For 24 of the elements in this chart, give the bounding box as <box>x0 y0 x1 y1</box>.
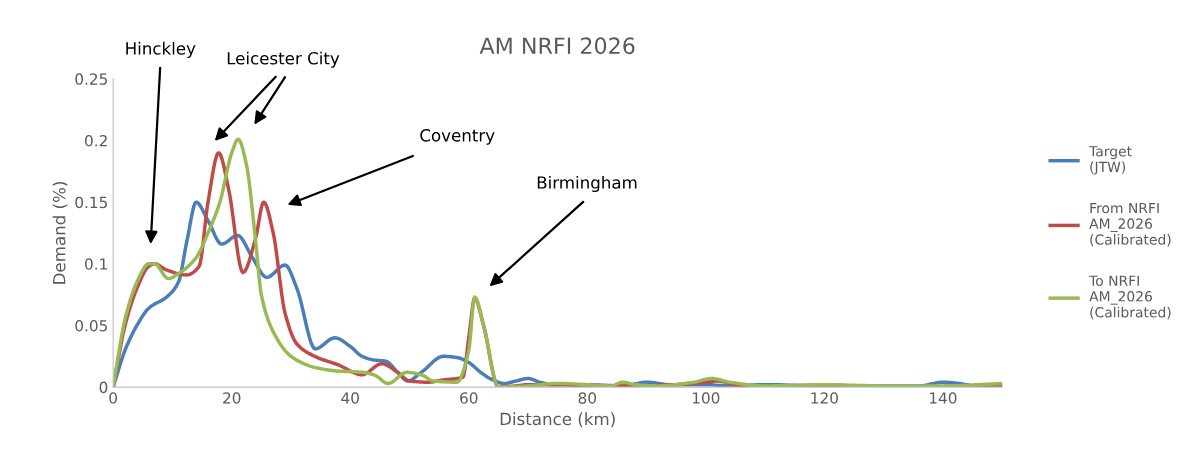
legend-label: Target (JTW) <box>1089 146 1132 175</box>
x-tick-label: 80 <box>578 392 596 404</box>
y-tick-label: 0.1 <box>85 258 107 270</box>
y-axis-title: Demand (%) <box>52 182 68 284</box>
chart-title: AM NRFI 2026 <box>479 37 635 55</box>
annotation: Coventry <box>420 129 495 145</box>
x-tick-label: 0 <box>109 392 118 404</box>
text: Leicester City <box>227 51 340 68</box>
x-tick-label: 60 <box>460 392 478 404</box>
x-tick-label: 100 <box>692 392 720 404</box>
x-tick-label: 140 <box>929 392 957 404</box>
y-tick-label: 0.15 <box>75 196 107 209</box>
legend-label: From NRFI AM_2026 (Calibrated) <box>1089 202 1171 247</box>
y-tick-label: 0.25 <box>75 73 107 85</box>
x-tick-label: 120 <box>811 392 838 404</box>
text: Hinckley <box>126 41 196 58</box>
y-tick-label: 0.05 <box>75 319 107 332</box>
y-tick-label: 0.2 <box>85 134 107 147</box>
legend-label: To NRFI AM_2026 (Calibrated) <box>1089 275 1171 320</box>
x-axis-title: Distance (km) <box>500 412 615 428</box>
annotation: Birmingham <box>537 175 637 193</box>
x-tick-label: 40 <box>341 392 359 404</box>
y-tick-label: 0 <box>99 381 108 394</box>
x-tick-label: 20 <box>223 392 241 404</box>
